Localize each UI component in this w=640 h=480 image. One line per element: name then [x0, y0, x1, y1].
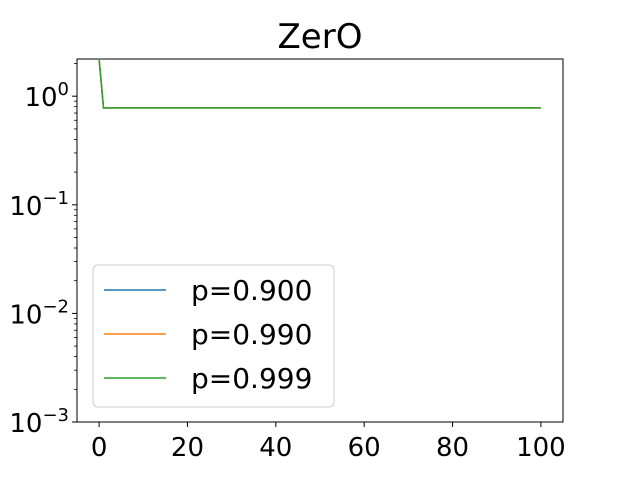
- x-tick-label-0: 0: [91, 433, 108, 463]
- legend-box: [92, 264, 335, 408]
- x-axis: 0 20 40 60 80 100: [91, 422, 566, 463]
- y-tick-label-2: 10−2: [9, 296, 69, 330]
- y-tick-label-1: 10−1: [9, 188, 69, 222]
- x-tick-label-5: 100: [516, 433, 566, 463]
- x-tick-label-3: 60: [348, 433, 381, 463]
- legend-label-2: p=0.999: [191, 362, 312, 395]
- x-tick-label-4: 80: [436, 433, 469, 463]
- series-layer: [98, 58, 541, 109]
- y-tick-label-3: 10−3: [9, 405, 69, 439]
- legend-label-1: p=0.990: [191, 318, 312, 351]
- y-axis: 100 10−1 10−2 10−3: [9, 63, 77, 439]
- series-line-0: [98, 58, 541, 109]
- y-tick-label-0: 100: [24, 79, 69, 113]
- chart-title: ZerO: [278, 17, 363, 57]
- plot-frame: [76, 58, 564, 423]
- x-tick-label-2: 40: [259, 433, 292, 463]
- series-line-2: [98, 58, 541, 109]
- legend-label-0: p=0.900: [191, 274, 312, 307]
- legend: p=0.900 p=0.990 p=0.999: [92, 264, 335, 408]
- x-tick-label-1: 20: [171, 433, 204, 463]
- series-line-1: [98, 58, 541, 109]
